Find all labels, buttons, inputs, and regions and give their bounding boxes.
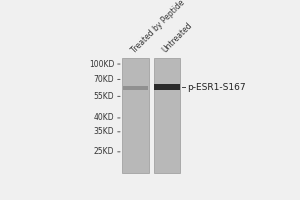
Text: 55KD: 55KD [94,92,114,101]
Text: 35KD: 35KD [94,127,114,136]
Bar [123,86,148,90]
Text: Treated by Peptide: Treated by Peptide [129,0,186,55]
Text: 40KD: 40KD [94,113,114,122]
Text: p-ESR1-S167: p-ESR1-S167 [188,83,246,92]
Text: 25KD: 25KD [94,147,114,156]
Text: 100KD: 100KD [89,60,114,69]
Bar [154,84,180,90]
Bar [122,58,149,173]
Bar [154,58,181,173]
Text: 70KD: 70KD [94,75,114,84]
Text: Untreated: Untreated [161,21,194,55]
